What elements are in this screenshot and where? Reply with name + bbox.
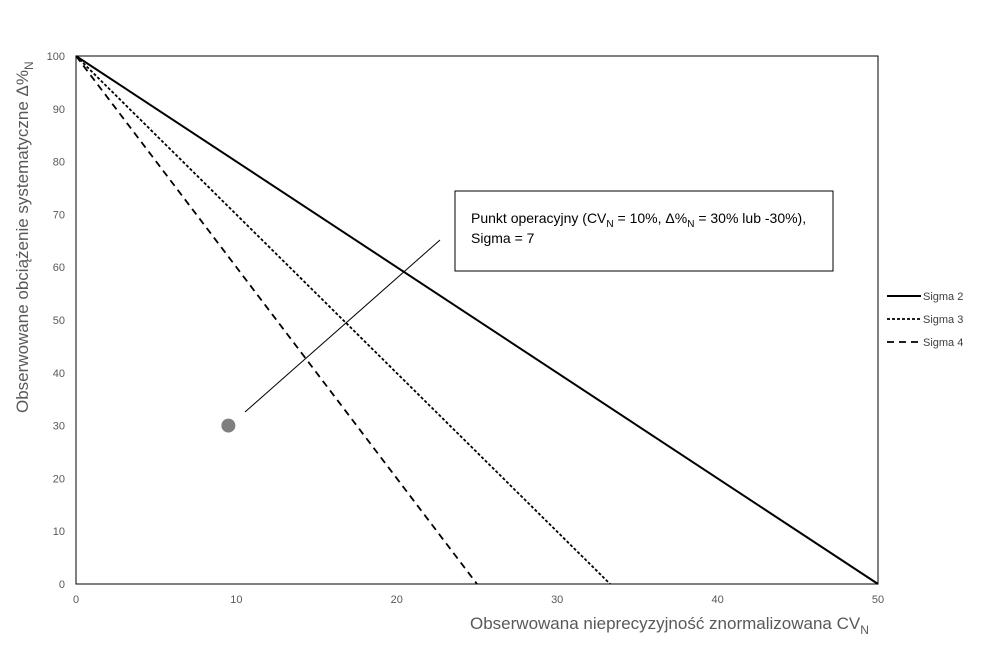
legend-label: Sigma 3	[923, 314, 963, 326]
y-tick-label: 20	[53, 473, 65, 485]
annotation-leader-line	[244, 239, 441, 413]
x-axis-title: Obserwowana nieprecyzyjność znormalizowa…	[470, 614, 869, 637]
x-tick-label: 10	[230, 594, 242, 606]
y-tick-label: 30	[53, 421, 65, 433]
y-tick-label: 50	[53, 315, 65, 327]
y-tick-labels: 0 10 20 30 40 50 60 70 80 90 100	[47, 51, 65, 591]
y-tick-label: 100	[47, 51, 65, 63]
annotation-layer: Punkt operacyjny (CVN = 10%, Δ%N = 30% l…	[244, 190, 834, 413]
y-tick-label: 80	[53, 157, 65, 169]
legend-label: Sigma 2	[923, 291, 963, 303]
annotation-line-2: Sigma = 7	[471, 230, 535, 246]
x-tick-label: 20	[391, 594, 403, 606]
x-tick-label: 30	[551, 594, 563, 606]
series-line-sigma-2	[75, 55, 879, 585]
y-tick-label: 70	[53, 209, 65, 221]
x-tick-label: 40	[711, 594, 723, 606]
y-tick-label: 40	[53, 368, 65, 380]
x-tick-labels: 0 10 20 30 40 50	[73, 594, 884, 606]
legend: Sigma 2 Sigma 3 Sigma 4	[887, 291, 963, 349]
x-tick-label: 0	[73, 594, 79, 606]
legend-label: Sigma 4	[923, 337, 963, 349]
y-tick-label: 10	[53, 526, 65, 538]
y-axis-title: Obserwowane obciążenie systematyczne Δ%N	[13, 61, 36, 413]
x-tick-label: 50	[872, 594, 884, 606]
series-line-sigma-4	[75, 55, 478, 585]
annotation-box	[454, 190, 834, 272]
y-tick-label: 0	[59, 579, 65, 591]
series-line-sigma-3	[75, 55, 611, 585]
y-tick-label: 60	[53, 262, 65, 274]
series-layer	[75, 55, 879, 585]
operating-point-marker	[221, 418, 236, 433]
y-tick-label: 90	[53, 104, 65, 116]
annotation-line-1: Punkt operacyjny (CVN = 10%, Δ%N = 30% l…	[471, 210, 806, 230]
